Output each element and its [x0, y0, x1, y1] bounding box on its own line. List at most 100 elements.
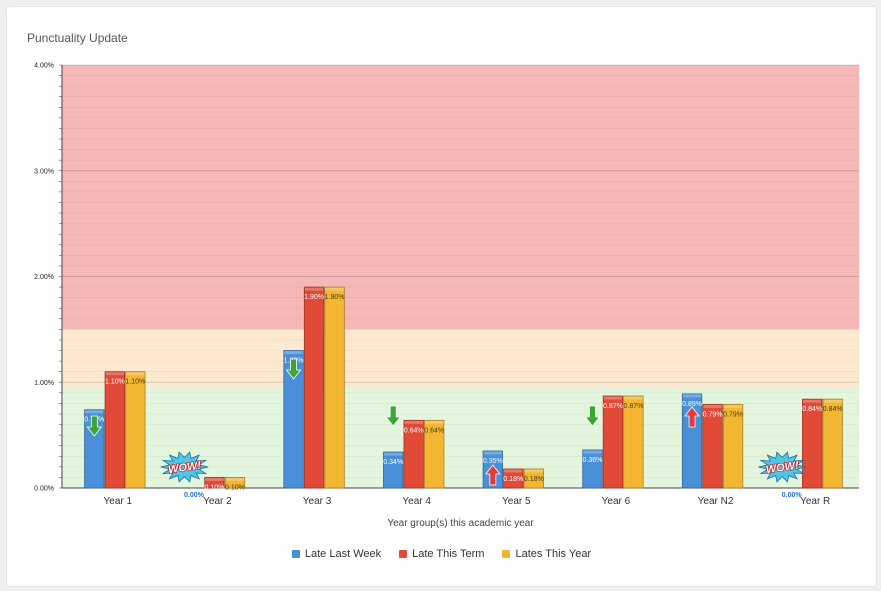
legend-swatch — [291, 550, 300, 558]
punctuality-chart: 0.00%1.00%2.00%3.00%4.00%0.74%1.10%1.10%… — [34, 63, 859, 529]
data-label: 0.84% — [802, 406, 822, 413]
x-category-label: Year 2 — [203, 496, 232, 507]
x-category-label: Year 5 — [502, 496, 531, 507]
wow-badge-text: WOW! — [765, 460, 800, 477]
bar-lates-this-year — [424, 419, 445, 489]
data-label: 0.10% — [225, 484, 245, 491]
legend-item-late-last-week[interactable]: Late Last Week — [291, 548, 382, 560]
data-label: 0.00% — [184, 492, 205, 499]
data-label: 0.34% — [383, 459, 403, 466]
legend-swatch — [502, 550, 511, 558]
bar-highlight — [205, 477, 224, 481]
bar-late-this-term — [104, 371, 125, 489]
x-category-label: Year 6 — [602, 496, 631, 507]
data-label: 0.89% — [682, 401, 702, 408]
data-label: 0.87% — [603, 403, 623, 410]
arrow-up-icon — [684, 406, 700, 428]
bar-highlight — [802, 399, 822, 403]
bar-late-last-week — [283, 350, 304, 489]
bar-late-this-term — [602, 395, 624, 489]
bar-lates-this-year — [822, 398, 843, 489]
bar-highlight — [524, 469, 544, 473]
data-label: 0.64% — [424, 427, 444, 434]
bar-late-last-week — [383, 451, 404, 489]
data-label: 0.64% — [404, 427, 424, 434]
data-label: 0.18% — [503, 476, 523, 483]
bar-highlight — [225, 477, 245, 481]
chart-legend: Late Last Week Late This Term Lates This Y… — [7, 548, 876, 560]
panel-title: Punctuality Update — [27, 31, 128, 45]
bar-highlight — [404, 420, 423, 424]
data-label: 1.90% — [304, 294, 324, 301]
data-label: 0.79% — [723, 411, 743, 418]
data-label: 1.10% — [105, 379, 125, 386]
x-category-label: Year N2 — [698, 496, 734, 507]
arrow-down-icon — [385, 405, 402, 427]
wow-badge-text: WOW! — [167, 460, 202, 477]
bar-lates-this-year — [523, 468, 544, 489]
legend-swatch — [399, 550, 408, 558]
bar-lates-this-year — [324, 286, 345, 489]
chart-panel: Punctuality Update 0.00% 1.00% 2.00% 3.00% 4… — [6, 6, 877, 587]
bar-lates-this-year — [224, 477, 246, 489]
bar-highlight — [624, 396, 643, 400]
data-label: 0.87% — [624, 403, 644, 410]
arrow-down-icon — [86, 415, 103, 437]
bar-highlight — [126, 372, 145, 376]
bar-lates-this-year — [623, 395, 644, 489]
data-label: 1.10% — [125, 379, 145, 386]
data-label: 0.79% — [703, 411, 723, 418]
arrow-down-icon — [584, 405, 601, 427]
bar-highlight — [603, 396, 623, 400]
x-axis-title: Year group(s) this academic year — [387, 518, 534, 529]
bar-lates-this-year — [125, 371, 146, 489]
data-label: 0.10% — [205, 484, 225, 491]
data-label: 0.36% — [583, 457, 603, 464]
bar-lates-this-year — [722, 404, 744, 489]
legend-label: Lates This Year — [515, 548, 592, 560]
y-tick-label: 4.00% — [34, 63, 54, 70]
wow-badge-icon — [758, 451, 806, 483]
legend-label: Late This Term — [412, 548, 485, 560]
bar-highlight — [682, 394, 702, 398]
y-tick-label: 1.00% — [34, 380, 54, 387]
bar-late-this-term — [503, 468, 524, 489]
arrow-down-icon — [285, 358, 302, 380]
bar-highlight — [85, 410, 104, 414]
threshold-band — [62, 329, 859, 388]
bar-highlight — [325, 287, 344, 291]
bar-highlight — [105, 372, 125, 376]
legend-item-lates-this-year[interactable]: Lates This Year — [502, 548, 591, 560]
data-label: 0.35% — [483, 458, 503, 465]
legend-item-late-this-term[interactable]: Late This Term — [399, 548, 484, 560]
data-label: 0.00% — [782, 492, 803, 499]
bar-highlight — [583, 450, 602, 454]
bar-late-this-term — [802, 398, 823, 489]
bar-highlight — [823, 399, 842, 403]
bar-highlight — [304, 287, 324, 291]
data-label: 1.90% — [325, 294, 345, 301]
bar-late-this-term — [204, 477, 225, 489]
x-category-label: Year 3 — [303, 496, 332, 507]
x-category-label: Year 1 — [104, 496, 133, 507]
y-tick-label: 3.00% — [34, 168, 54, 175]
threshold-band — [62, 65, 859, 330]
bar-highlight — [703, 404, 722, 408]
bar-highlight — [483, 451, 503, 455]
bar-highlight — [504, 469, 523, 473]
bar-late-last-week — [582, 449, 603, 489]
wow-badge-icon — [160, 451, 209, 483]
bar-late-last-week — [681, 393, 703, 489]
y-tick-label: 2.00% — [34, 274, 54, 281]
data-label: 0.84% — [823, 406, 843, 413]
y-tick-label: 0.00% — [34, 486, 54, 493]
legend-label: Late Last Week — [304, 548, 382, 560]
bar-late-this-term — [303, 286, 325, 489]
bar-highlight — [424, 420, 444, 424]
bar-highlight — [723, 404, 743, 408]
bar-late-this-term — [403, 419, 424, 489]
data-label: 0.18% — [524, 476, 544, 483]
x-category-label: Year 4 — [402, 496, 431, 507]
arrow-up-icon — [484, 464, 501, 486]
bar-late-this-term — [702, 404, 723, 489]
